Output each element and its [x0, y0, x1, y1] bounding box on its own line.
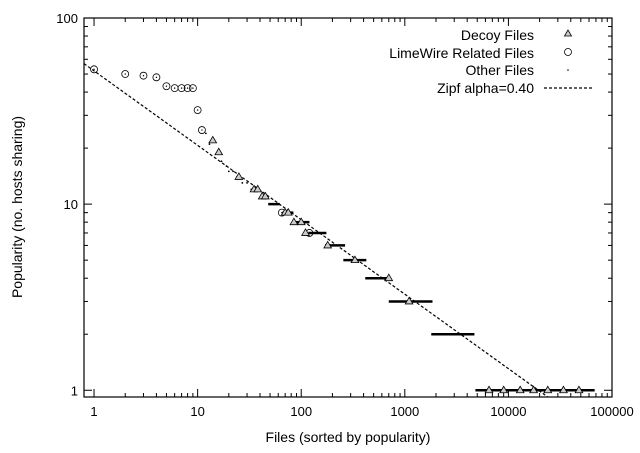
- limewire-point-center: [192, 87, 194, 89]
- decoy-point: [283, 207, 293, 216]
- x-tick-label: 10000: [490, 404, 526, 419]
- x-tick-label: 100: [290, 404, 312, 419]
- x-tick-label: 10: [190, 404, 204, 419]
- decoy-point: [515, 385, 525, 394]
- limewire-point-center: [308, 232, 311, 234]
- decoy-point: [543, 385, 553, 394]
- decoy-point: [499, 385, 509, 394]
- y-axis-label: Popularity (no. hosts sharing): [9, 116, 25, 298]
- x-tick-label: 1: [90, 404, 97, 419]
- limewire-point-center: [196, 109, 199, 111]
- y-tick-label: 1: [71, 383, 78, 398]
- legend-dot-marker: [567, 69, 569, 71]
- decoy-point: [558, 385, 568, 394]
- decoy-point: [253, 184, 263, 193]
- limewire-point-center: [186, 87, 189, 89]
- zipf-line: [84, 63, 549, 397]
- y-tick-label: 100: [56, 11, 78, 26]
- limewire-point-center: [142, 74, 145, 77]
- plot-frame: [83, 17, 613, 398]
- limewire-point: [121, 70, 130, 78]
- other-files-point: [220, 160, 223, 163]
- limewire-point-center: [180, 87, 183, 89]
- legend-label-other: Other Files: [466, 62, 534, 78]
- decoy-point: [260, 191, 270, 200]
- other-files-point: [227, 170, 230, 173]
- legend: Decoy Files LimeWire Related Files Other…: [389, 27, 592, 96]
- decoy-point: [384, 273, 394, 282]
- other-files-point: [241, 182, 244, 184]
- decoy-point: [574, 385, 584, 394]
- limewire-point: [193, 106, 202, 115]
- plot-content: [84, 63, 595, 397]
- decoy-point: [214, 147, 224, 156]
- decoy-point: [404, 296, 414, 305]
- other-files-point: [246, 182, 248, 184]
- legend-label-limewire: LimeWire Related Files: [389, 45, 534, 61]
- other-files-point: [204, 132, 207, 135]
- limewire-point-center: [124, 73, 126, 75]
- limewire-point-center: [201, 129, 203, 131]
- legend-triangle-marker: [563, 29, 573, 37]
- limewire-point: [139, 71, 148, 80]
- decoy-point: [350, 255, 360, 264]
- legend-circle-marker: [564, 48, 572, 56]
- decoy-point: [301, 228, 311, 236]
- limewire-point: [152, 73, 161, 82]
- decoy-point: [234, 172, 244, 180]
- x-tick-label: 1000: [390, 404, 419, 419]
- limewire-point: [90, 65, 98, 74]
- limewire-point-center: [155, 76, 158, 79]
- decoy-point: [289, 217, 299, 226]
- decoy-point: [296, 217, 306, 226]
- decoy-point: [208, 135, 218, 144]
- limewire-point-center: [173, 87, 176, 89]
- axis-ticks: 1 10 100 1000 10000 100000 1 10 100: [56, 11, 633, 419]
- decoy-point: [484, 385, 494, 394]
- x-tick-label: 100000: [590, 404, 633, 419]
- limewire-point: [162, 82, 171, 91]
- limewire-point: [198, 126, 206, 134]
- decoy-point: [323, 240, 333, 249]
- other-files-point: [225, 165, 228, 168]
- legend-label-decoy: Decoy Files: [461, 27, 534, 43]
- other-files-point: [208, 143, 211, 146]
- other-files-point: [232, 170, 235, 173]
- limewire-point-center: [165, 85, 168, 87]
- decoy-point: [529, 385, 539, 394]
- limewire-point: [183, 84, 192, 93]
- limewire-point-center: [93, 68, 95, 71]
- limewire-point: [188, 84, 197, 93]
- limewire-point: [177, 84, 186, 93]
- x-axis-label: Files (sorted by popularity): [266, 429, 431, 445]
- legend-label-zipf: Zipf alpha=0.40: [437, 80, 534, 96]
- y-tick-label: 10: [64, 197, 78, 212]
